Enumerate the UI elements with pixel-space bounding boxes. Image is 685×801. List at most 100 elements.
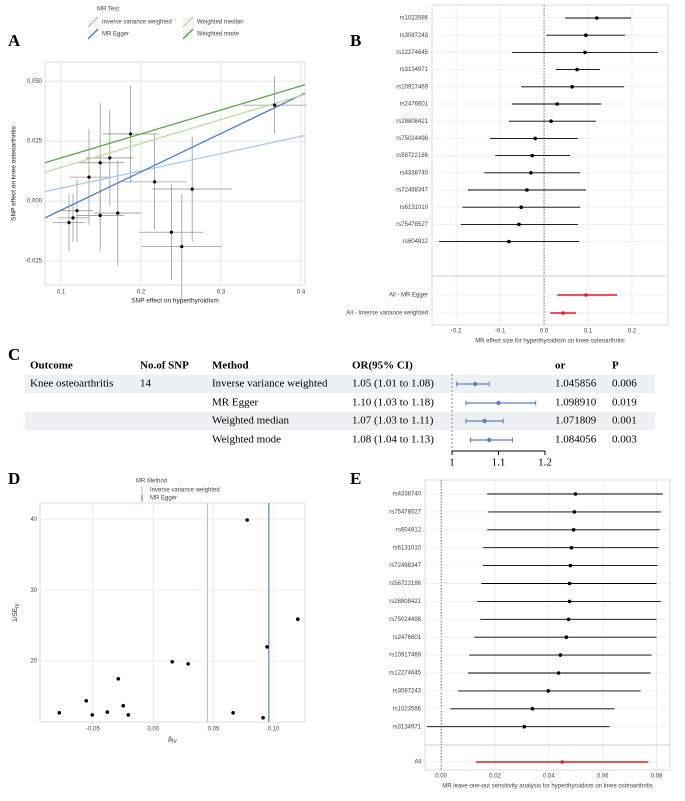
point bbox=[98, 161, 102, 165]
cell: Weighted median bbox=[212, 415, 290, 427]
estimate-point bbox=[530, 153, 535, 158]
panel-label: C bbox=[8, 345, 20, 364]
x-tick-label: 0.04 bbox=[543, 774, 555, 780]
row-label: rs28808421 bbox=[396, 119, 428, 125]
legend-key-line bbox=[87, 28, 99, 40]
row-label: rs10917469 bbox=[389, 653, 421, 659]
row-label: All - Inverse variance weighted bbox=[346, 311, 428, 317]
estimate-point bbox=[584, 33, 588, 37]
estimate-point bbox=[558, 653, 563, 657]
row-label: rs75024498 bbox=[396, 136, 428, 142]
row-label: rs2476601 bbox=[393, 635, 422, 641]
cell: Inverse variance weighted bbox=[212, 378, 328, 390]
x-tick-label: 0.05 bbox=[208, 727, 220, 733]
column-header: OR(95% CI) bbox=[352, 360, 413, 372]
point bbox=[231, 710, 235, 715]
estimate-point bbox=[573, 492, 578, 496]
row-label: rs75478527 bbox=[396, 222, 428, 228]
x-tick-label: 0.02 bbox=[489, 774, 501, 780]
row-label: rs4338740 bbox=[400, 170, 429, 176]
x-tick-label: 0.08 bbox=[651, 774, 663, 780]
axis-title-main: 1/SE bbox=[12, 607, 19, 622]
row-label: All bbox=[414, 760, 421, 766]
row-label: rs1023586 bbox=[393, 706, 422, 712]
point bbox=[57, 710, 62, 715]
cell: 1.07 (1.03 to 1.11) bbox=[352, 415, 434, 427]
cell: MR Egger bbox=[212, 397, 258, 409]
cell: 1.084056 bbox=[555, 434, 597, 446]
x-tick-label: 1 bbox=[449, 457, 455, 469]
x-tick-label: 0.3 bbox=[217, 290, 226, 296]
legend-label: Inverse variance weighted bbox=[150, 488, 220, 494]
row-label: rs6131010 bbox=[400, 205, 429, 211]
x-tick-label: -0.05 bbox=[86, 727, 100, 733]
row-label: rs10917469 bbox=[396, 84, 428, 90]
regression-line bbox=[44, 84, 306, 164]
point bbox=[98, 213, 102, 218]
estimate-point bbox=[533, 136, 538, 141]
y-tick-label: 40 bbox=[30, 517, 37, 523]
axis-title-sub: IV bbox=[172, 739, 177, 745]
point bbox=[153, 180, 157, 184]
row-label: rs4338740 bbox=[393, 492, 422, 498]
estimate-point bbox=[482, 418, 487, 424]
estimate-point bbox=[570, 85, 574, 89]
point bbox=[180, 245, 184, 249]
estimate-point bbox=[473, 381, 478, 387]
estimate-point bbox=[519, 205, 524, 209]
estimate-point bbox=[530, 707, 535, 711]
row-label: rs6131010 bbox=[393, 545, 422, 551]
row-label: rs28808421 bbox=[389, 599, 421, 605]
y-tick-label: 0.000 bbox=[27, 199, 43, 205]
column-header: or bbox=[555, 360, 566, 372]
point bbox=[186, 662, 190, 666]
x-tick-label: 0.1 bbox=[57, 290, 66, 296]
row-label: rs3134971 bbox=[393, 724, 422, 730]
plot-area bbox=[424, 479, 671, 771]
point bbox=[67, 221, 71, 225]
panel-label: D bbox=[8, 469, 20, 488]
cell: 1.08 (1.04 to 1.13) bbox=[352, 434, 434, 446]
row-label: rs3134971 bbox=[400, 67, 429, 73]
legend-label: MR Egger bbox=[102, 32, 129, 38]
plot-area bbox=[44, 61, 306, 286]
column-header: Method bbox=[212, 360, 249, 372]
x-tick-label: 0.06 bbox=[597, 774, 609, 780]
legend-label: Inverse variance weighted bbox=[102, 20, 172, 26]
estimate-point bbox=[566, 617, 571, 622]
row-label: rs3087243 bbox=[400, 33, 429, 39]
x-axis-title: MR effect size for hyperthyroidism on kn… bbox=[475, 339, 625, 345]
estimate-point bbox=[567, 599, 572, 604]
regression-line bbox=[44, 93, 306, 173]
row-label: rs72498347 bbox=[389, 563, 421, 569]
estimate-point bbox=[525, 188, 529, 192]
legend-key-line bbox=[182, 16, 194, 28]
legend-title: MR Test bbox=[97, 7, 119, 13]
y-tick-label: 30 bbox=[30, 588, 37, 594]
axis-title-sub: IV bbox=[15, 602, 21, 607]
row-label: rs12274645 bbox=[389, 671, 421, 677]
point bbox=[84, 698, 89, 703]
point bbox=[261, 715, 265, 720]
estimate-point bbox=[564, 635, 569, 639]
x-tick-label: 0.10 bbox=[268, 727, 280, 733]
legend-key-line bbox=[182, 28, 194, 40]
estimate-point bbox=[507, 239, 511, 244]
point bbox=[108, 156, 112, 160]
axis-title: 1/SEIV bbox=[12, 602, 22, 621]
panel-label: E bbox=[350, 469, 361, 488]
estimate-point bbox=[569, 545, 574, 550]
column-header: Outcome bbox=[30, 360, 73, 372]
x-tick-label: 1.1 bbox=[492, 457, 506, 469]
x-tick-label: 0.2 bbox=[137, 290, 146, 296]
column-header: No.of SNP bbox=[140, 360, 189, 372]
y-tick-label: 0.050 bbox=[27, 79, 43, 85]
x-tick-label: -0.2 bbox=[451, 329, 462, 335]
estimate-point bbox=[561, 311, 565, 315]
legend-title: MR Method bbox=[136, 479, 167, 485]
point bbox=[126, 713, 131, 717]
estimate-point bbox=[496, 400, 501, 406]
cell: Weighted mode bbox=[212, 434, 281, 446]
estimate-point bbox=[522, 724, 527, 729]
point bbox=[121, 703, 126, 708]
